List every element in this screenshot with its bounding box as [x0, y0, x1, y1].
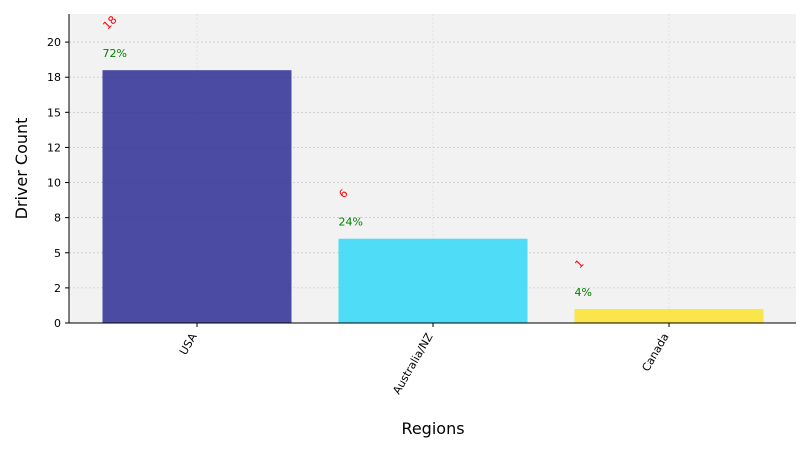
x-ticks: USA Australia/NZ Canada	[177, 323, 672, 397]
bar-australia-nz	[338, 238, 528, 323]
x-tick-label: Australia/NZ	[390, 331, 436, 397]
percent-label: 24%	[339, 216, 363, 229]
y-tick-label: 12	[47, 141, 61, 154]
percent-label: 72%	[103, 47, 127, 60]
y-tick-label: 2	[54, 282, 61, 295]
y-tick-label: 8	[54, 212, 61, 225]
y-tick-label: 18	[47, 71, 61, 84]
y-tick-label: 10	[47, 177, 61, 190]
y-tick-label: 15	[47, 106, 61, 119]
y-ticks: 0 2 5 8 10 12 15 18 20	[47, 36, 69, 330]
x-tick-label: Canada	[639, 331, 671, 374]
bar-canada	[574, 308, 764, 323]
bars	[102, 70, 764, 323]
x-axis-title: Regions	[401, 419, 464, 438]
x-tick-label: USA	[177, 331, 200, 358]
y-tick-label: 20	[47, 36, 61, 49]
percent-label: 4%	[575, 286, 592, 299]
y-tick-label: 0	[54, 317, 61, 330]
bar-usa	[102, 70, 292, 323]
y-axis-title: Driver Count	[12, 118, 31, 220]
y-tick-label: 5	[54, 247, 61, 260]
